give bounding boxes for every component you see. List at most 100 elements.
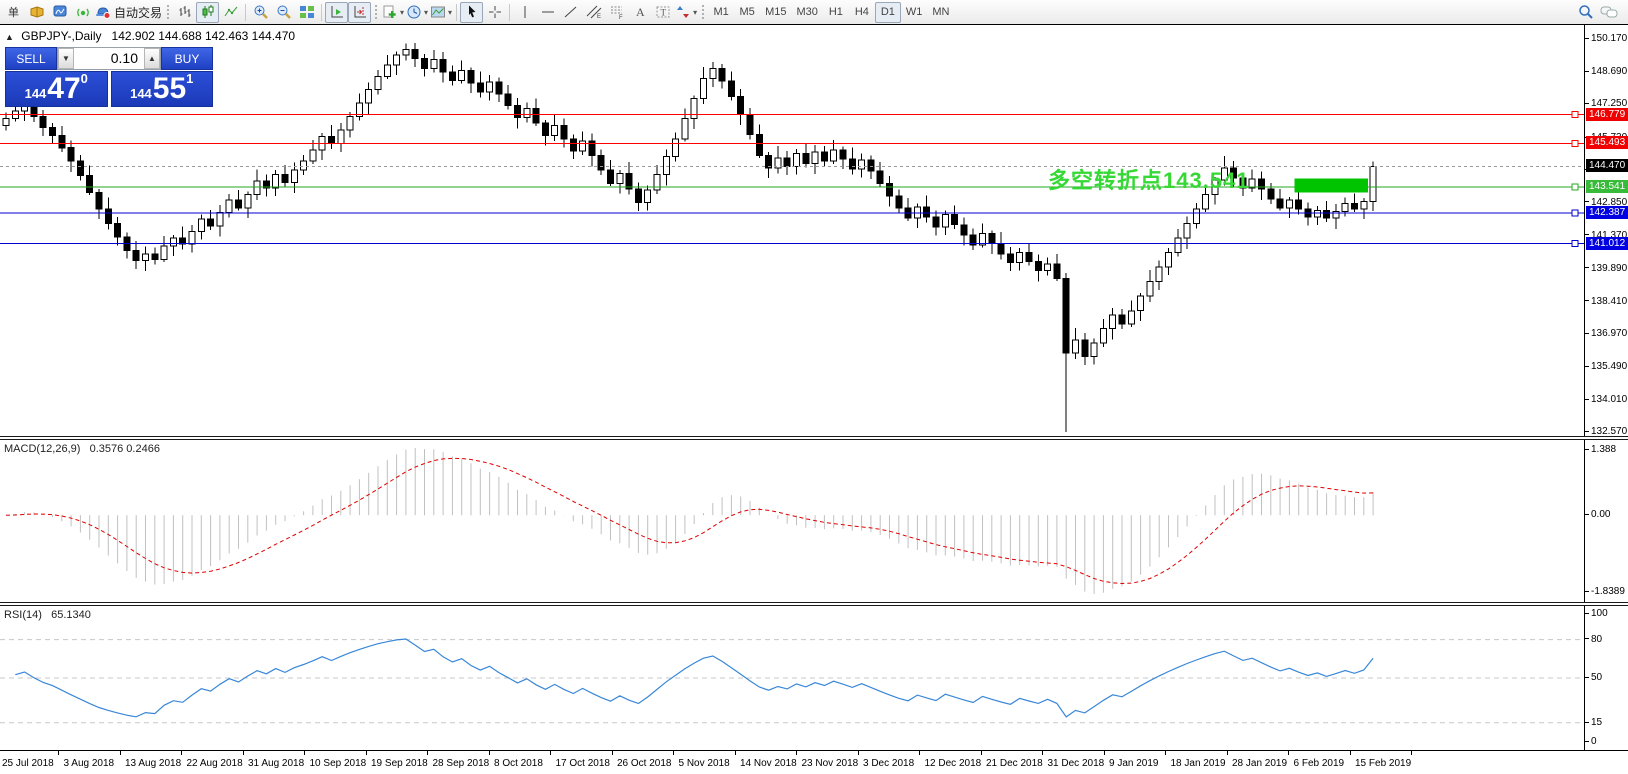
candlestick-chart-button[interactable] [196,1,220,23]
search-button[interactable] [1574,2,1597,23]
axis-tick-label: 138.410 [1585,296,1627,307]
date-tick-mark [242,751,244,755]
text-label-button[interactable]: T [651,2,674,23]
search-icon [1578,5,1593,19]
date-tick-label: 23 Nov 2018 [801,758,859,769]
date-tick-label: 8 Oct 2018 [494,758,543,769]
bar-chart-button[interactable] [173,2,196,23]
axis-tick-label: 0.00 [1585,509,1610,520]
chat-button[interactable] [1597,2,1620,23]
chart-ohlc-values: 142.902 144.688 142.463 144.470 [111,29,296,43]
buy-button[interactable]: BUY [161,47,213,70]
macd-indicator-pane[interactable]: MACD(12,26,9) 0.3576 0.2466 [0,440,1584,602]
toolbar-separator [456,3,458,21]
templates-icon [431,6,446,18]
svg-text:F: F [619,15,623,20]
autotrading-icon [96,7,111,19]
auto-scroll-button[interactable] [325,1,349,23]
volume-input[interactable]: 0.10 [110,50,138,66]
text-button[interactable]: A [628,2,651,23]
cursor-button[interactable] [460,1,484,23]
toolbar-separator [509,3,511,21]
axis-tick-label: 142.850 [1585,197,1627,208]
horizontal-line-button[interactable] [536,2,559,23]
zoom-out-button[interactable] [272,2,295,23]
time-axis[interactable]: 25 Jul 2018 3 Aug 2018 13 Aug 2018 22 Aug 2… [0,750,1628,774]
price-chart-pane[interactable]: ▲ GBPJPY-,Daily 142.902 144.688 142.463 … [0,25,1584,436]
buy-price-display[interactable]: 144 55 1 [110,71,213,107]
arrows-button[interactable]: ▾ [674,2,698,23]
zoom-in-button[interactable] [249,2,272,23]
timeframe-mn-button[interactable]: MN [932,6,950,18]
sell-button[interactable]: SELL [5,47,57,70]
vertical-line-button[interactable] [513,2,536,23]
pane-splitter[interactable] [0,602,1628,606]
volume-increase-button[interactable]: ▲ [144,48,160,69]
date-tick-label: 19 Sep 2018 [371,758,428,769]
candlestick-chart[interactable] [0,25,1584,436]
timeframe-m30-button[interactable]: M30 [796,6,818,18]
axis-tick-label: 136.970 [1585,328,1627,339]
date-tick-mark [427,751,428,755]
price-axis[interactable]: 150.170148.690147.250145.730144.290142.8… [1584,25,1628,750]
rsi-value: 65.1340 [51,609,91,621]
timeframe-m15-button[interactable]: M15 [765,6,787,18]
crosshair-icon [488,6,501,18]
community-button[interactable] [48,2,71,23]
zoom-out-icon [277,5,291,19]
pivot-annotation-text[interactable]: 多空转折点143.541 [1048,168,1250,194]
macd-values: 0.3576 0.2466 [89,443,160,455]
one-click-trading-panel: SELL ▼ 0.10 ▲ BUY 144 47 0 144 55 1 [5,47,213,107]
equidistant-channel-button[interactable]: E [582,2,605,23]
timeframe-h4-button[interactable]: H4 [854,6,869,18]
dropdown-caret: ▾ [448,7,453,17]
toolbar-separator [245,3,247,21]
collapse-triangle-icon[interactable]: ▲ [5,32,14,42]
timeframe-m5-button[interactable]: M5 [739,6,755,18]
buy-price-pips: 55 [152,72,187,105]
axis-tick-label: 147.250 [1585,98,1627,109]
signals-button[interactable] [71,2,94,23]
axis-tick-label: 1.388 [1585,444,1616,455]
date-tick-label: 21 Dec 2018 [986,758,1043,769]
autotrading-button[interactable]: 自动交易 [94,2,163,23]
timeframe-h1-button[interactable]: H1 [828,6,843,18]
date-tick-label: 12 Dec 2018 [924,758,982,769]
rsi-indicator-pane[interactable]: RSI(14) 65.1340 [0,606,1584,750]
tile-windows-button[interactable] [295,2,318,23]
market-button[interactable] [25,2,48,23]
templates-button[interactable]: ▾ [429,2,453,23]
dropdown-caret: ▾ [424,7,429,17]
sell-price-display[interactable]: 144 47 0 [5,71,108,107]
timeframe-w1-button[interactable]: W1 [905,6,923,18]
crosshair-button[interactable] [483,2,506,23]
trendline-button[interactable] [559,2,582,23]
tile-windows-icon [299,6,314,18]
line-chart-button[interactable] [219,2,242,23]
periods-button[interactable]: ▾ [405,2,429,23]
date-tick-mark [119,751,121,755]
pane-splitter[interactable] [0,436,1628,440]
date-tick-label: 10 Sep 2018 [309,758,367,769]
fibonacci-button[interactable]: F [605,2,628,23]
dropdown-caret: ▾ [400,7,405,17]
date-tick-label: 28 Jan 2019 [1232,758,1288,769]
timeframe-d1-button[interactable]: D1 [874,1,901,23]
chart-window: ▲ GBPJPY-,Daily 142.902 144.688 142.463 … [0,24,1628,774]
date-tick-mark [919,751,920,755]
axis-tick-label: 80 [1585,634,1602,645]
date-tick-label: 18 Jan 2019 [1170,758,1226,769]
new-order-button[interactable]: 单 [2,2,25,23]
arrows-icon [677,6,690,18]
community-icon [53,5,66,17]
horizontal-line-icon [541,11,554,13]
signals-icon [76,8,89,17]
indicators-button[interactable]: ▾ [381,2,405,23]
macd-plot [5,448,1374,594]
toolbar-separator [321,3,323,21]
chart-title: ▲ GBPJPY-,Daily 142.902 144.688 142.463 … [5,29,295,43]
chart-shift-button[interactable] [348,1,372,23]
timeframe-m1-button[interactable]: M1 [713,6,729,18]
volume-decrease-button[interactable]: ▼ [58,48,74,69]
date-tick-mark [1042,751,1043,755]
